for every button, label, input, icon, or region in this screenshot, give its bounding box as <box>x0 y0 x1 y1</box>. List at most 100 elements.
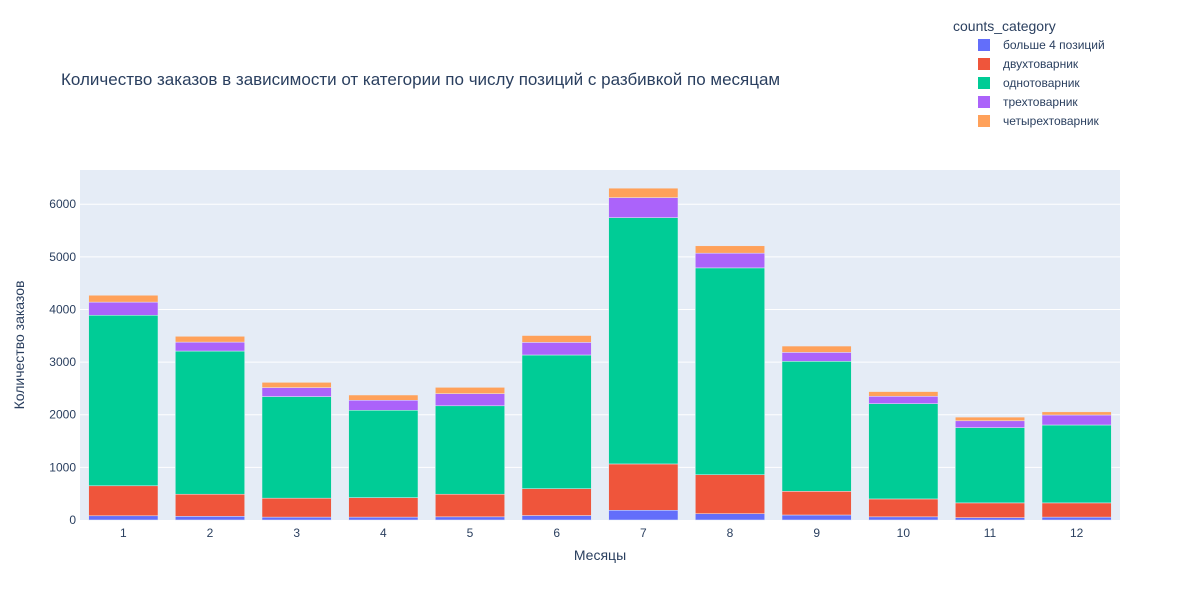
legend-swatch <box>978 77 990 89</box>
bar-segment <box>521 488 592 516</box>
bar-segment <box>1041 502 1112 518</box>
bar-segment <box>781 352 852 362</box>
y-tick-label: 4000 <box>49 302 76 316</box>
bar-segment <box>695 245 765 254</box>
x-tick-label: 9 <box>813 526 820 540</box>
legend-swatch <box>978 115 990 127</box>
bar-segment <box>955 427 1025 504</box>
bar-segment <box>955 416 1025 422</box>
bar-segment <box>955 502 1025 518</box>
bar-segment <box>695 474 765 514</box>
x-tick-label: 4 <box>380 526 387 540</box>
bar-segment <box>348 410 419 498</box>
bar-segment <box>348 394 419 401</box>
bar-segment <box>175 493 245 517</box>
y-tick-label: 3000 <box>49 355 76 369</box>
x-tick-label: 2 <box>207 526 214 540</box>
bar-segment <box>88 485 159 517</box>
x-tick-label: 7 <box>640 526 647 540</box>
y-tick-label: 0 <box>69 513 76 527</box>
bar-segment <box>261 396 332 499</box>
y-tick-label: 6000 <box>49 197 76 211</box>
bar-segment <box>868 391 939 397</box>
y-axis-title: Количество заказов <box>11 281 27 410</box>
bar-segment <box>608 217 679 465</box>
x-tick-label: 5 <box>467 526 474 540</box>
bar-segment <box>348 400 419 411</box>
bar-segment <box>868 516 939 521</box>
y-axis-ticks: 0 1000 2000 3000 4000 5000 6000 <box>49 197 76 527</box>
x-tick-label: 10 <box>897 526 911 540</box>
bar-segment <box>608 187 679 198</box>
bar-segment <box>868 403 939 500</box>
x-tick-label: 6 <box>553 526 560 540</box>
bar-segment <box>435 516 505 521</box>
bar-segment <box>695 513 765 521</box>
bar-segment <box>781 514 852 521</box>
legend-swatch <box>978 39 990 51</box>
bar-segment <box>521 342 592 356</box>
legend-item-label: трехтоварник <box>1003 95 1078 109</box>
bar-segment <box>261 382 332 388</box>
x-tick-label: 1 <box>120 526 127 540</box>
y-tick-label: 2000 <box>49 408 76 422</box>
bar-segment <box>695 252 765 269</box>
chart-title: Количество заказов в зависимости от кате… <box>61 70 780 89</box>
bar-segment <box>608 463 679 511</box>
bar-segment <box>521 335 592 343</box>
x-tick-label: 12 <box>1070 526 1084 540</box>
bar-segment <box>608 510 679 521</box>
bar-segment <box>88 515 159 521</box>
legend-swatch <box>978 58 990 70</box>
legend-item-label: четырехтоварник <box>1003 114 1100 128</box>
bar-segment <box>88 301 159 316</box>
bar-segment <box>781 361 852 492</box>
y-tick-label: 1000 <box>49 460 76 474</box>
x-axis-title: Месяцы <box>574 547 626 563</box>
bar-segment <box>261 387 332 397</box>
x-tick-label: 8 <box>727 526 734 540</box>
bar-segment <box>175 336 245 343</box>
gridlines <box>80 203 1120 468</box>
bar-segment <box>521 354 592 489</box>
bar-segment <box>88 295 159 303</box>
x-axis-ticks: 1 2 3 4 5 6 7 8 9 10 11 12 <box>120 526 1084 540</box>
bar-segment <box>1041 516 1112 521</box>
bar-segment <box>175 350 245 495</box>
bar-segment <box>88 315 159 487</box>
bar-segment <box>781 491 852 516</box>
x-tick-label: 3 <box>293 526 300 540</box>
bar-segment <box>435 405 505 495</box>
bar-segment <box>955 517 1025 521</box>
bar-segment <box>435 387 505 394</box>
legend: counts_category больше 4 позиций двухтова… <box>953 18 1105 128</box>
bar-segment <box>175 516 245 521</box>
bar-segment <box>521 515 592 521</box>
bar-segment <box>1041 424 1112 504</box>
bar-segment <box>1041 411 1112 416</box>
bar-segment <box>1041 414 1112 426</box>
bars <box>88 187 1112 521</box>
bar-segment <box>868 498 939 518</box>
legend-swatch <box>978 96 990 108</box>
y-tick-label: 5000 <box>49 250 76 264</box>
legend-title: counts_category <box>953 18 1056 34</box>
plot-area <box>80 170 1120 520</box>
legend-item-label: двухтоварник <box>1003 57 1079 71</box>
bar-segment <box>955 420 1025 428</box>
bar-segment <box>348 497 419 518</box>
x-tick-label: 11 <box>984 526 997 540</box>
legend-item-label: однотоварник <box>1003 76 1080 90</box>
legend-item-label: больше 4 позиций <box>1003 38 1105 52</box>
bar-segment <box>868 396 939 404</box>
bar-segment <box>781 345 852 353</box>
bar-segment <box>435 393 505 407</box>
bar-segment <box>175 341 245 352</box>
bar-segment <box>695 267 765 475</box>
bar-segment <box>608 197 679 218</box>
bar-segment <box>435 493 505 518</box>
bar-segment <box>261 497 332 518</box>
bar-segment <box>261 516 332 521</box>
bar-segment <box>348 516 419 521</box>
